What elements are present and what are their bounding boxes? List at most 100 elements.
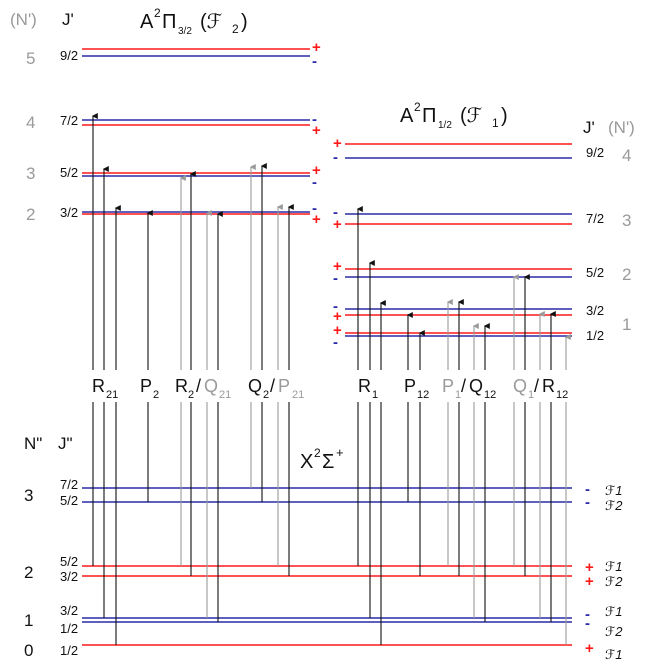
svg-text:P: P [278, 376, 290, 396]
svg-text:/: / [534, 376, 539, 396]
ground-title-sigma: Σ [322, 451, 334, 473]
svg-text:R: R [542, 376, 555, 396]
g-parity-1b: - [585, 615, 590, 632]
ul-n-5: 5 [26, 49, 35, 68]
g-f-3b: ℱ2 [605, 498, 623, 513]
upper-right-title-f: (ℱ [460, 105, 483, 127]
svg-text:/: / [196, 376, 201, 396]
svg-text:/: / [461, 376, 466, 396]
branch-label-p2: P 2 [140, 376, 159, 401]
svg-text:Q: Q [248, 376, 262, 396]
upper-right-n-header: (N') [608, 118, 635, 137]
ul-parity-4-bottom: + [312, 122, 321, 139]
ur-n-1: 1 [622, 315, 631, 334]
ul-j-3: 5/2 [60, 165, 78, 180]
ul-n-3: 3 [26, 164, 35, 183]
svg-text:1: 1 [455, 389, 461, 401]
upper-right-title-sub: 1/2 [438, 120, 452, 131]
ul-parity-2-bottom: + [312, 211, 321, 228]
ur-j-2: 5/2 [586, 265, 604, 280]
branch-label-p1-q12: P 1 / Q 12 [442, 376, 496, 401]
branch-label-p12: P 12 [404, 376, 429, 401]
upper-left-title-sub: 3/2 [178, 26, 192, 37]
ur-n-3: 3 [622, 211, 631, 230]
ur-n-2: 2 [622, 265, 631, 284]
branch-band-right [352, 370, 576, 402]
svg-text:R: R [175, 376, 188, 396]
upper-left-title-sup: 2 [154, 6, 161, 20]
ul-n-2: 2 [26, 205, 35, 224]
g-j-1-top: 3/2 [60, 603, 78, 618]
ur-parity-1a-top: - [333, 298, 338, 315]
ul-parity-5-top: + [312, 39, 321, 56]
g-n-0: 0 [24, 641, 33, 660]
ground-title-sup: 2 [314, 446, 321, 460]
upper-right-title-sup: 2 [414, 100, 421, 114]
ul-n-4: 4 [26, 113, 35, 132]
g-parity-0: + [585, 640, 594, 657]
g-f-2b: ℱ2 [605, 574, 623, 589]
ground-title-sup2: + [336, 445, 344, 460]
svg-text:Q: Q [513, 376, 527, 396]
svg-text:/: / [270, 376, 275, 396]
upper-left-title-fsub: 2 [232, 22, 239, 36]
ground-title: X 2 Σ + [300, 445, 344, 473]
upper-left-n-header: (N') [10, 10, 37, 29]
g-f-1a: ℱ1 [605, 604, 622, 619]
g-f-0: ℱ1 [605, 647, 622, 662]
branch-labels: R 21 P 2 R 2 / Q 21 Q 2 / P 21 R 1 P 12 [86, 370, 576, 402]
g-j-2-top: 5/2 [60, 554, 78, 569]
ur-parity-2-top: + [333, 258, 342, 275]
upper-right-title-pi: Π [422, 105, 436, 127]
ur-j-3: 7/2 [586, 211, 604, 226]
g-n-1: 1 [24, 611, 33, 630]
g-n-2: 2 [24, 563, 33, 582]
svg-text:R: R [92, 376, 105, 396]
branch-label-q1-r12: Q 1 / R 12 [513, 376, 568, 401]
svg-text:21: 21 [292, 389, 304, 401]
ul-j-4: 7/2 [60, 113, 78, 128]
upper-right-title-fsub: 1 [492, 116, 499, 130]
ur-j-4: 9/2 [586, 145, 604, 160]
branch-label-r2-q21: R 2 / Q 21 [175, 376, 231, 401]
branch-label-r21: R 21 [92, 376, 118, 401]
g-j-3-bottom: 5/2 [60, 493, 78, 508]
upper-left-title-a: A [140, 11, 154, 33]
ul-j-5: 9/2 [60, 48, 78, 63]
ur-parity-3-bottom: + [333, 216, 342, 233]
svg-text:2: 2 [263, 389, 269, 401]
ground-j-header: J" [58, 434, 73, 453]
ul-parity-2-top: - [312, 200, 317, 217]
upper-left-title-close: ) [241, 11, 248, 33]
upper-left-title-f: (ℱ [200, 11, 223, 33]
svg-text:1: 1 [372, 389, 378, 401]
g-parity-2a: + [585, 559, 594, 576]
ul-j-2: 3/2 [60, 205, 78, 220]
svg-text:12: 12 [417, 389, 429, 401]
ur-parity-4-top: + [333, 135, 342, 152]
branch-band-left [86, 370, 326, 402]
upper-left-state: (N') J' A 2 Π 3/2 (ℱ 2 ) 5 4 3 2 9/2 7/2… [10, 6, 321, 228]
g-n-3: 3 [24, 486, 33, 505]
ur-parity-1b-top: + [333, 322, 342, 339]
ground-state: N" J" X 2 Σ + 3 2 1 0 7/2 5/2 5/2 3/2 3/… [24, 434, 623, 662]
ur-j-1a: 3/2 [586, 303, 604, 318]
g-j-2-bottom: 3/2 [60, 569, 78, 584]
g-f-3a: ℱ1 [605, 483, 622, 498]
ur-parity-3-top: - [333, 204, 338, 221]
svg-text:R: R [358, 376, 371, 396]
upper-right-title: A 2 Π 1/2 (ℱ 1 ) [400, 100, 508, 131]
ur-parity-2-bottom: - [333, 270, 338, 287]
svg-text:2: 2 [188, 389, 194, 401]
ur-parity-1b-bottom: - [333, 334, 338, 351]
svg-text:21: 21 [106, 389, 118, 401]
g-parity-3a: - [585, 481, 590, 498]
ur-n-4: 4 [622, 146, 631, 165]
ul-parity-3-top: + [312, 162, 321, 179]
g-j-1-bottom: 1/2 [60, 621, 78, 636]
svg-text:2: 2 [153, 389, 159, 401]
svg-text:12: 12 [556, 389, 568, 401]
ur-j-1b: 1/2 [586, 328, 604, 343]
ul-parity-3-bottom: - [312, 174, 317, 191]
